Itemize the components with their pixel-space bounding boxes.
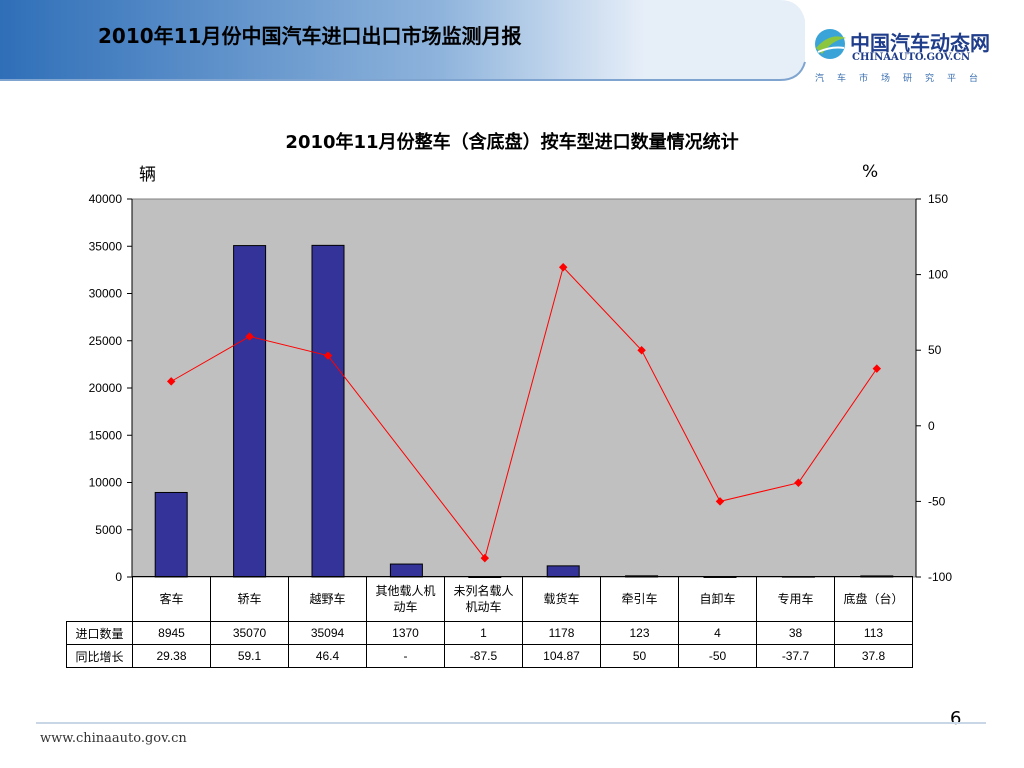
table-cell: -37.7 <box>756 644 835 668</box>
table-cell: 104.87 <box>522 644 601 668</box>
category-text: 牵引车 <box>621 592 658 606</box>
chart-title: 2010年11月份整车（含底盘）按车型进口数量情况统计 <box>285 132 739 153</box>
bar-1 <box>233 245 267 578</box>
table-cell: -50 <box>678 644 757 668</box>
bar-0 <box>154 491 188 578</box>
category-text: 专用车 <box>777 592 814 606</box>
table-cell: 1370 <box>366 621 445 645</box>
growth-point-4 <box>558 262 568 272</box>
category-label: 载货车 <box>522 576 601 622</box>
category-label: 专用车 <box>756 576 835 622</box>
right-tick-label: -100 <box>928 570 952 584</box>
table-cell: 1178 <box>522 621 601 645</box>
footer-divider <box>36 722 986 724</box>
table-row-import: 进口数量 8945 35070 35094 1370 1 1178 123 4 38 113 <box>66 621 913 645</box>
logo-url: CHINAAUTO.GOV.CN <box>852 52 971 63</box>
left-tick-label: 35000 <box>89 239 123 253</box>
category-text: 其他载人机动车 <box>375 584 436 614</box>
right-tick-label: 150 <box>928 192 948 206</box>
table-cell: 35070 <box>210 621 289 645</box>
category-text: 底盘（台） <box>843 592 904 606</box>
table-cell: -87.5 <box>444 644 523 668</box>
left-tick-label: 0 <box>115 570 122 584</box>
data-table: 客车 轿车 越野车 其他载人机动车 未列名载人机动车 载货车 牵引车 自卸车 专用车 底盘（台） … <box>66 576 913 668</box>
category-label: 自卸车 <box>678 576 757 622</box>
slide-header: 2010年11月份中国汽车进口出口市场监测月报 中国汽车动态网 CHINAAUT… <box>0 0 1024 84</box>
table-cell: 46.4 <box>288 644 367 668</box>
footer-url: www.chinaauto.gov.cn <box>40 731 187 746</box>
category-text: 轿车 <box>237 592 262 606</box>
table-cell: 123 <box>600 621 679 645</box>
right-tick-label: 50 <box>928 343 942 357</box>
combo-chart: 0 5000 10000 15000 20000 25000 30000 35000 40000… <box>89 192 953 584</box>
category-text: 载货车 <box>543 592 580 606</box>
left-tick-label: 20000 <box>89 381 123 395</box>
table-cell: - <box>366 644 445 668</box>
category-label: 未列名载人机动车 <box>444 576 523 622</box>
growth-point-6 <box>715 497 725 506</box>
logo-swoosh-icon <box>815 29 846 59</box>
table-cell: 8945 <box>132 621 211 645</box>
table-cell: 4 <box>678 621 757 645</box>
row-header: 同比增长 <box>66 644 133 668</box>
table-cell: 59.1 <box>210 644 289 668</box>
growth-point-7 <box>794 478 803 488</box>
left-tick-label: 10000 <box>89 476 123 490</box>
right-tick-label: 100 <box>928 268 948 282</box>
growth-point-8 <box>872 364 882 373</box>
growth-point-3 <box>480 553 490 563</box>
table-cell: 29.38 <box>132 644 211 668</box>
category-label: 底盘（台） <box>834 576 913 622</box>
growth-point-1 <box>245 332 254 341</box>
left-axis-unit: 辆 <box>139 165 156 185</box>
category-row: 客车 轿车 越野车 其他载人机动车 未列名载人机动车 载货车 牵引车 自卸车 专用车 底盘（台） <box>67 576 913 622</box>
growth-point-2 <box>323 351 333 360</box>
row-header: 进口数量 <box>66 621 133 645</box>
growth-point-5 <box>637 345 646 355</box>
logo-tagline: 汽车市场研究平台 <box>815 74 992 84</box>
left-tick-label: 40000 <box>89 192 123 206</box>
category-text: 自卸车 <box>699 592 736 606</box>
table-cell: 50 <box>600 644 679 668</box>
category-label: 越野车 <box>288 576 367 622</box>
category-text: 越野车 <box>309 592 346 606</box>
growth-point-0 <box>166 377 176 386</box>
table-cell: 1 <box>444 621 523 645</box>
table-row-growth: 同比增长 29.38 59.1 46.4- -87.5 104.87 50 -50 -37.7… <box>66 644 913 668</box>
report-title: 2010年11月份中国汽车进口出口市场监测月报 <box>98 24 522 48</box>
category-label: 其他载人机动车 <box>366 576 445 622</box>
table-cell: 35094 <box>288 621 367 645</box>
header-banner <box>0 0 1024 82</box>
right-axis-unit: % <box>862 162 879 182</box>
logo-name: 中国汽车动态网 <box>850 31 990 55</box>
left-tick-label: 15000 <box>89 428 123 442</box>
page-number: 6 <box>950 708 962 729</box>
bar-2 <box>311 244 345 578</box>
left-tick-label: 5000 <box>95 523 122 537</box>
right-tick-label: -50 <box>928 494 946 508</box>
left-tick-label: 25000 <box>89 334 123 348</box>
category-text: 客车 <box>159 592 184 606</box>
right-tick-label: 0 <box>928 419 935 433</box>
category-label: 牵引车 <box>600 576 679 622</box>
category-label: 客车 <box>132 576 211 622</box>
table-cell: 113 <box>834 621 913 645</box>
table-cell: 38 <box>756 621 835 645</box>
category-label: 轿车 <box>210 576 289 622</box>
table-cell: 37.8 <box>834 644 913 668</box>
left-tick-label: 30000 <box>89 287 123 301</box>
category-text: 未列名载人机动车 <box>453 584 514 614</box>
